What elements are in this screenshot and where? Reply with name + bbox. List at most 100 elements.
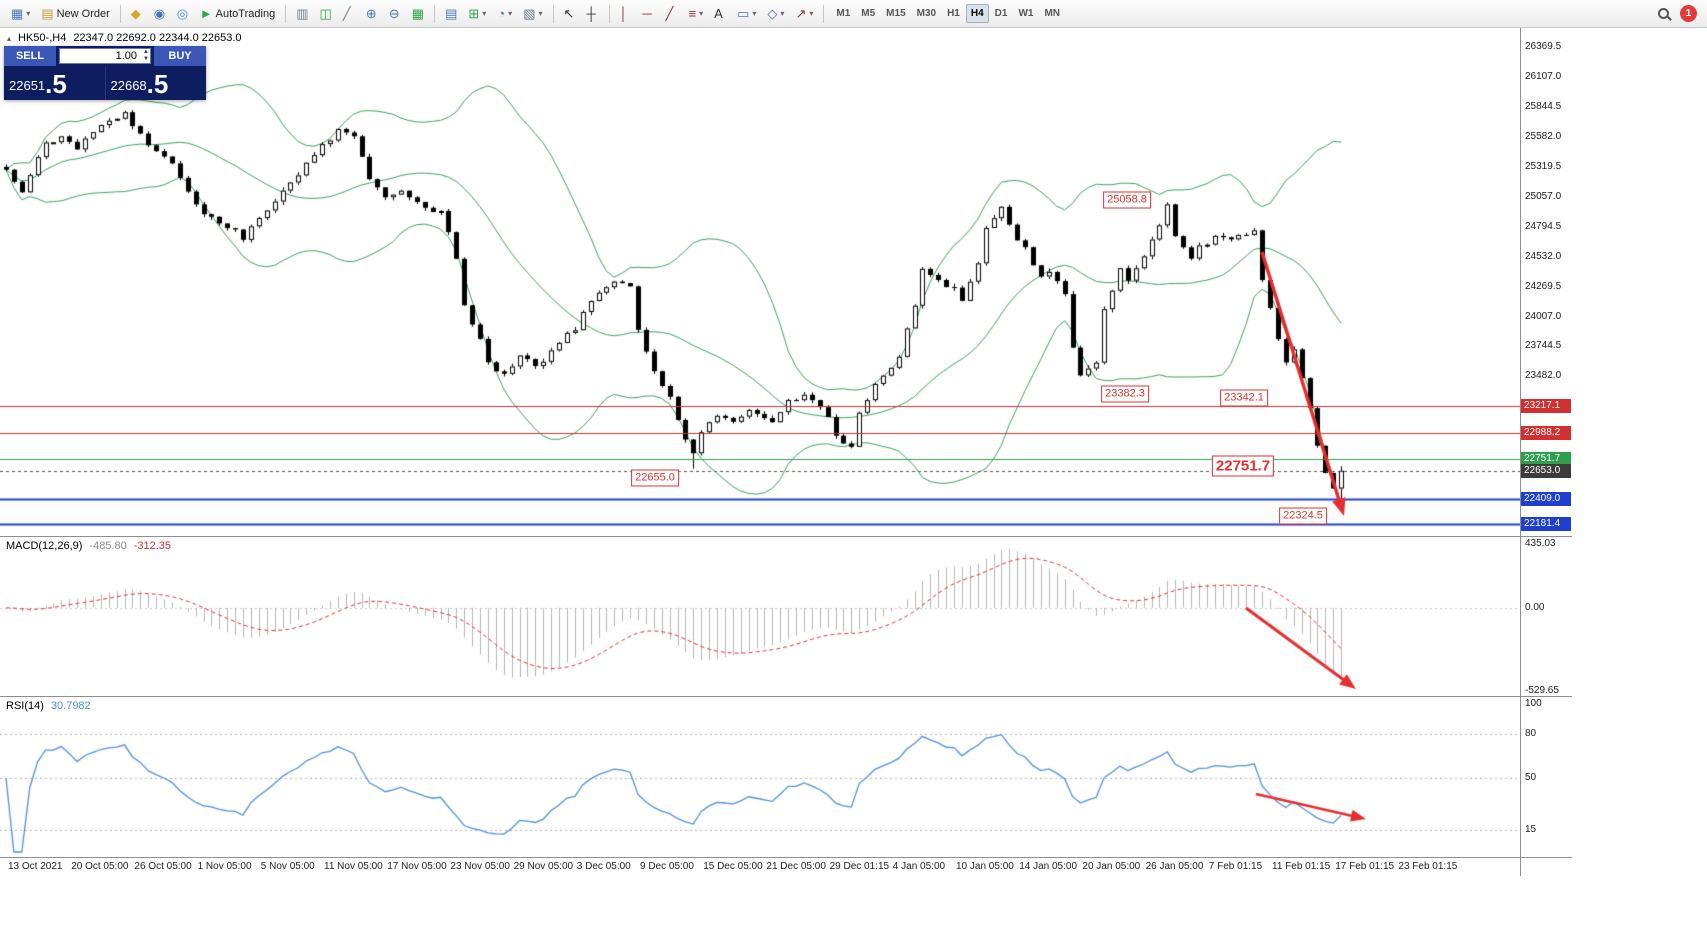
crosshair-button[interactable]: ┼ (582, 3, 604, 25)
cursor-button[interactable]: ↖ (559, 3, 581, 25)
notification-badge[interactable]: 1 (1680, 5, 1697, 22)
candle-chart-button[interactable]: ◫ (315, 3, 337, 25)
order-icon: ▤ (41, 6, 54, 21)
time-axis[interactable]: 13 Oct 2021 20 Oct 05:00 26 Oct 05:00 1 Nov… (0, 858, 1572, 876)
collapse-icon[interactable]: ▴ (7, 33, 12, 43)
shapes-button[interactable]: ◇ ▾ (762, 3, 789, 25)
price-callout[interactable]: 23342.1 (1220, 389, 1268, 407)
timeframe-w1[interactable]: W1 (1013, 4, 1038, 23)
line-chart-button[interactable]: ╱ (338, 3, 360, 25)
main-toolbar: ▦ ▾ ▤ New Order ◆ ◉ ◎ ► AutoTrading ▥ ◫ ╱ ⊕ ⊖ ▦ ▤ ⊞ ▾ ◔ ▾ ▧ ▾… (0, 0, 1707, 28)
panel-separator[interactable] (0, 536, 1572, 537)
sell-price[interactable]: 22651 .5 (4, 66, 105, 100)
zoom-in-button[interactable]: ⊕ (361, 3, 383, 25)
new-order-button[interactable]: ▤ New Order (36, 3, 114, 25)
time-axis-label: 13 Oct 2021 (8, 861, 63, 872)
time-axis-label: 14 Jan 05:00 (1019, 861, 1078, 872)
time-axis-label: 15 Dec 05:00 (703, 861, 763, 872)
price-callout[interactable]: 23382.3 (1101, 385, 1149, 403)
time-axis-label: 29 Dec 01:15 (829, 861, 890, 872)
community-button[interactable]: ◎ (172, 3, 194, 25)
price-line-badge: 22988.2 (1521, 425, 1571, 440)
time-axis-label: 5 Nov 05:00 (260, 861, 315, 872)
rsi-header: RSI(14) 30.7982 (6, 700, 91, 712)
timeframe-m1[interactable]: M1 (831, 4, 855, 23)
crosshair-icon: ┼ (586, 6, 596, 21)
timeframe-m5[interactable]: M5 (856, 4, 880, 23)
caret-down-icon: ▾ (26, 9, 31, 18)
panel-separator[interactable] (0, 696, 1572, 697)
timeframe-d1[interactable]: D1 (990, 4, 1013, 23)
time-axis-label: 9 Dec 05:00 (640, 861, 694, 872)
price-axis-label: 25319.5 (1525, 161, 1562, 173)
caret-down-icon: ▾ (809, 9, 814, 18)
bar-chart-button[interactable]: ▥ (291, 3, 313, 25)
stepper-up-icon[interactable]: ▲ (143, 49, 149, 55)
label-button[interactable]: ▭ ▾ (732, 3, 761, 25)
trendline-button[interactable]: ╱ (661, 3, 683, 25)
new-chart-button[interactable]: ▦ ▾ (6, 3, 35, 25)
timeframe-h4[interactable]: H4 (965, 4, 989, 23)
timeframe-m30[interactable]: M30 (912, 4, 941, 23)
price-axis-label: 24269.5 (1525, 280, 1562, 292)
text-button[interactable]: A (709, 3, 731, 25)
fibonacci-button[interactable]: ≡ ▾ (684, 3, 709, 25)
axis-separator (1520, 28, 1521, 876)
timeframe-m15[interactable]: M15 (881, 4, 910, 23)
label-icon: ▭ (737, 6, 750, 21)
one-click-trade-panel: SELL 1.00 ▲ ▼ BUY 22651 .5 22668 .5 (4, 46, 206, 100)
main-chart-canvas[interactable] (0, 28, 1520, 536)
rsi-canvas[interactable] (0, 697, 1520, 857)
price-callout[interactable]: 22324.5 (1279, 507, 1327, 525)
grid-icon: ▦ (411, 6, 425, 21)
price-callout[interactable]: 22751.7 (1211, 455, 1275, 477)
period-button[interactable]: ◔ ▾ (492, 3, 517, 25)
rsi-axis-label: 50 (1525, 772, 1537, 783)
price-axis-label: 25057.0 (1525, 190, 1562, 202)
time-axis-label: 21 Dec 05:00 (766, 861, 826, 872)
price-callout[interactable]: 22655.0 (631, 469, 679, 487)
volume-input[interactable]: 1.00 ▲ ▼ (59, 48, 151, 64)
time-axis-label: 20 Oct 05:00 (71, 861, 129, 872)
price-callout[interactable]: 25058.8 (1103, 191, 1151, 209)
caret-down-icon: ▾ (752, 9, 757, 18)
timeframe-h1[interactable]: H1 (942, 4, 965, 23)
time-axis-label: 29 Nov 05:00 (513, 861, 574, 872)
autotrading-button[interactable]: ► AutoTrading (195, 3, 280, 25)
price-axis-label: 24007.0 (1525, 310, 1562, 322)
time-axis-label: 17 Feb 01:15 (1335, 861, 1395, 872)
arrow-icon: ↗ (795, 6, 807, 21)
toolbar-separator (608, 4, 610, 23)
buy-button[interactable]: BUY (154, 46, 206, 66)
sell-price-pips: .5 (45, 69, 67, 99)
price-axis[interactable]: 26369.5 26107.0 25844.5 25582.0 25319.5 25057… (1521, 28, 1572, 536)
panel-separator (0, 857, 1572, 858)
coin-button[interactable]: ◆ (126, 3, 148, 25)
horizontal-line-button[interactable]: ─ (638, 3, 660, 25)
search-button[interactable] (1653, 3, 1675, 25)
time-axis-label: 23 Nov 05:00 (450, 861, 510, 872)
new-order-button-label: New Order (56, 7, 110, 20)
zoom-out-button[interactable]: ⊖ (384, 3, 406, 25)
time-axis-label: 20 Jan 05:00 (1082, 861, 1141, 872)
rsi-axis: 100 80 50 15 (1521, 697, 1572, 857)
buy-price[interactable]: 22668 .5 (106, 66, 207, 100)
rsi-axis-label: 15 (1525, 823, 1537, 835)
price-axis-label: 26369.5 (1525, 41, 1562, 53)
time-axis-label: 26 Oct 05:00 (134, 861, 192, 872)
data-window-button[interactable]: ▤ (440, 3, 462, 25)
trade-panel-top-row: SELL 1.00 ▲ ▼ BUY (4, 46, 206, 66)
timeframe-mn[interactable]: MN (1039, 4, 1065, 23)
indicators-button[interactable]: ⊞ ▾ (463, 3, 491, 25)
macd-axis: 435.03 0.00 -529.65 (1521, 537, 1572, 696)
grid-button[interactable]: ▦ (407, 3, 429, 25)
stepper-down-icon[interactable]: ▼ (143, 56, 149, 62)
sell-button[interactable]: SELL (4, 46, 56, 66)
profile-button[interactable]: ◉ (149, 3, 171, 25)
macd-axis-label: 435.03 (1525, 538, 1556, 549)
macd-canvas[interactable] (0, 537, 1520, 696)
vertical-line-button[interactable]: │ (615, 3, 637, 25)
template-button[interactable]: ▧ ▾ (518, 3, 547, 25)
macd-signal-value: -312.35 (133, 540, 172, 552)
arrows-button[interactable]: ↗ ▾ (790, 3, 818, 25)
